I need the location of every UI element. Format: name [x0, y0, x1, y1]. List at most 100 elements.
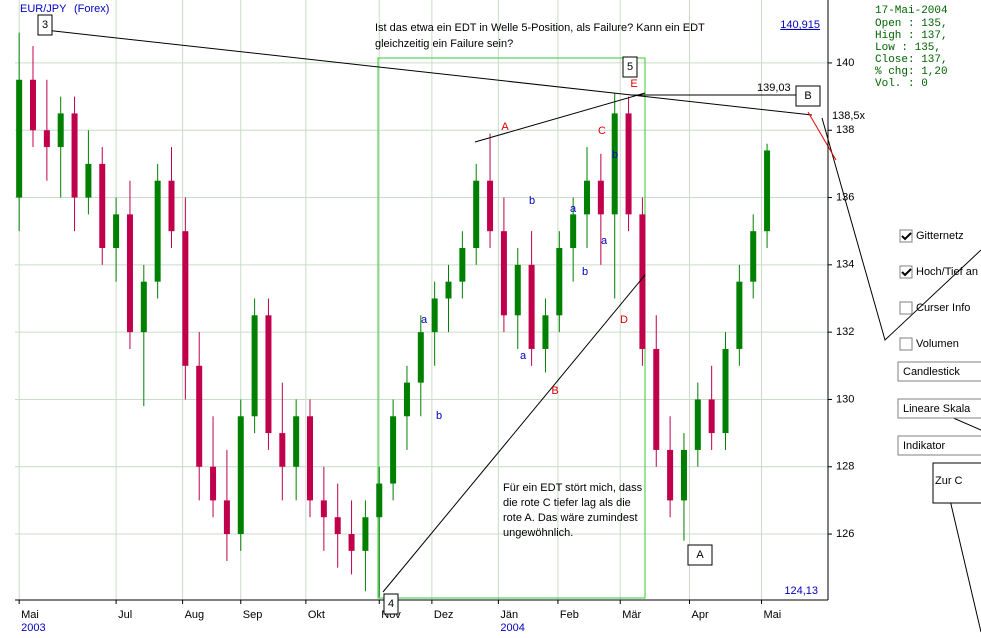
candle-body — [473, 180, 480, 249]
y-tick-label: 136 — [836, 191, 854, 203]
chart-title: EUR/JPY — [20, 3, 67, 15]
candle-body — [764, 150, 771, 232]
candle-body — [71, 113, 78, 198]
x-tick-label: Mai — [21, 609, 39, 621]
checkbox-label[interactable]: Gitternetz — [916, 230, 964, 242]
candle-body — [182, 231, 189, 366]
info-line: Low : 135, — [875, 42, 941, 54]
candle-body — [154, 180, 161, 282]
candle-body — [85, 163, 92, 198]
wave-label: 4 — [388, 598, 394, 610]
candle-body — [459, 248, 466, 282]
checkbox-label[interactable]: Hoch/Tief an — [916, 266, 978, 278]
x-tick-label: Mai — [764, 609, 782, 621]
button-label[interactable]: Zur C — [935, 475, 963, 487]
dropdown[interactable] — [897, 398, 981, 419]
candle-body — [334, 517, 341, 535]
candle-body — [556, 248, 563, 316]
x-tick-label: Feb — [560, 609, 579, 621]
candle-body — [431, 298, 438, 333]
high-label: 140,915 — [780, 19, 820, 31]
dropdown-label[interactable]: Lineare Skala — [903, 403, 971, 415]
candle-body — [293, 416, 300, 467]
button[interactable] — [932, 462, 981, 504]
x-tick-label: Okt — [308, 609, 325, 621]
candle-body — [362, 517, 369, 551]
y-tick-label: 128 — [836, 461, 854, 473]
candle-body — [542, 315, 549, 349]
candle-body — [708, 399, 715, 434]
candle-body — [16, 79, 23, 198]
annotation: 139,03 — [757, 82, 791, 94]
candle-body — [126, 214, 133, 333]
info-date: 17-Mai-2004 — [875, 5, 948, 17]
y-tick-label: 134 — [836, 259, 854, 271]
dropdown[interactable] — [897, 361, 981, 382]
x-tick-label: Jul — [118, 609, 132, 621]
annotation: 138,5x — [832, 110, 866, 122]
checkmark — [901, 232, 912, 241]
wave-box — [622, 56, 638, 78]
checkbox[interactable] — [899, 337, 913, 351]
candle-body — [680, 449, 687, 501]
x-tick-label: Jän — [500, 609, 518, 621]
candle-body — [376, 483, 383, 518]
candle-body — [348, 534, 355, 551]
info-line: High : 137, — [875, 30, 948, 42]
candle-body — [251, 315, 258, 417]
y-tick-label: 130 — [836, 393, 854, 405]
dropdown[interactable] — [897, 435, 981, 456]
candle-body — [113, 214, 120, 249]
subwave-letter: b — [436, 410, 442, 422]
year-label: 2004 — [500, 622, 524, 634]
candle-body — [625, 113, 632, 215]
checkbox-label[interactable]: Curser Info — [916, 302, 970, 314]
x-tick-label: Dez — [434, 609, 454, 621]
candle-body — [279, 433, 286, 467]
wave-letter: C — [598, 125, 606, 137]
candle-body — [722, 348, 729, 434]
candle-body — [570, 214, 577, 249]
annotation: ungewöhnlich. — [503, 527, 573, 539]
subwave-letter: a — [570, 203, 577, 215]
candle-body — [307, 416, 314, 501]
red-line — [807, 111, 837, 161]
candle-body — [487, 180, 494, 232]
candle-body — [597, 180, 604, 215]
y-tick-label: 132 — [836, 326, 854, 338]
y-tick-label: 138 — [836, 124, 854, 136]
annotation: Für ein EDT stört mich, dass — [503, 482, 643, 494]
checkbox[interactable] — [899, 301, 913, 315]
wave-letter: E — [630, 78, 637, 90]
checkbox-label[interactable]: Volumen — [916, 338, 959, 350]
wave-label: A — [696, 549, 704, 561]
candle-body — [584, 180, 591, 215]
annotation: rote A. Das wäre zumindest — [503, 512, 638, 524]
year-label: 2003 — [21, 622, 45, 634]
wave-box — [37, 14, 53, 36]
subwave-letter: a — [601, 235, 608, 247]
dropdown-label[interactable]: Candlestick — [903, 366, 960, 378]
candle-body — [140, 281, 147, 333]
checkbox[interactable] — [899, 229, 913, 243]
candle-body — [30, 79, 37, 131]
low-label: 124,13 — [784, 585, 818, 597]
annotation: die rote C tiefer lag als die — [503, 497, 631, 509]
x-tick-label: Sep — [243, 609, 263, 621]
wave-letter: A — [501, 121, 509, 133]
candle-body — [500, 231, 507, 316]
candle-body — [168, 180, 175, 232]
subwave-letter: a — [520, 350, 527, 362]
wave-label: B — [804, 90, 811, 102]
candle-body — [750, 231, 757, 282]
annotation: gleichzeitig ein Failure sein? — [375, 38, 513, 50]
candle-body — [611, 113, 618, 215]
wave-box — [795, 85, 821, 107]
dropdown-label[interactable]: Indikator — [903, 440, 946, 452]
checkbox[interactable] — [899, 265, 913, 279]
candle-body — [99, 163, 106, 249]
x-tick-label: Apr — [691, 609, 708, 621]
candle-body — [43, 130, 50, 148]
info-line: % chg: 1,20 — [875, 66, 948, 78]
candle-body — [639, 214, 646, 349]
